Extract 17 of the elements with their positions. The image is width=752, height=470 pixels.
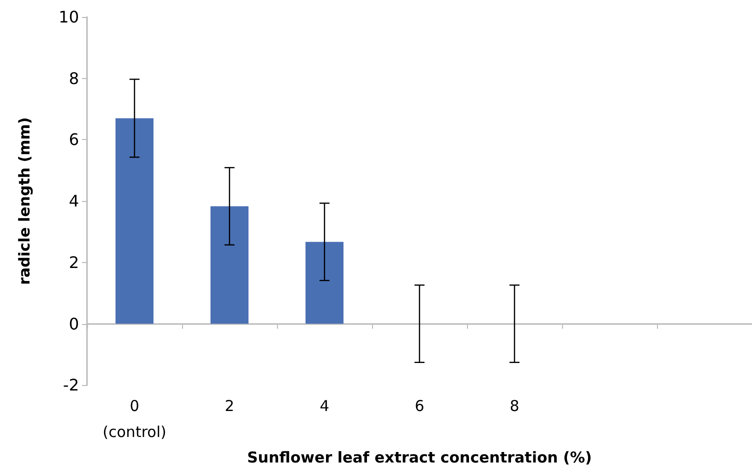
y-tick-label: 2 xyxy=(68,252,79,272)
bar xyxy=(210,206,248,324)
x-tick-label: 6 xyxy=(414,397,424,416)
y-tick-label: 6 xyxy=(68,130,79,150)
bar xyxy=(306,242,344,324)
x-tick-label: 0 (control) xyxy=(102,397,166,442)
x-tick-label: 8 xyxy=(510,397,520,416)
y-axis-title: radicle length (mm) xyxy=(16,117,34,285)
y-tick-label: 4 xyxy=(68,192,79,211)
y-tick-label: -2 xyxy=(63,376,79,395)
bar xyxy=(116,118,154,324)
y-tick-label: 0 xyxy=(68,314,79,334)
x-axis-title: Sunflower leaf extract concentration (%) xyxy=(247,448,592,466)
x-tick-label: 4 xyxy=(320,397,330,416)
y-tick-label: 8 xyxy=(68,68,79,88)
x-tick-label: 2 xyxy=(224,397,234,416)
y-tick-label: 10 xyxy=(58,8,79,26)
